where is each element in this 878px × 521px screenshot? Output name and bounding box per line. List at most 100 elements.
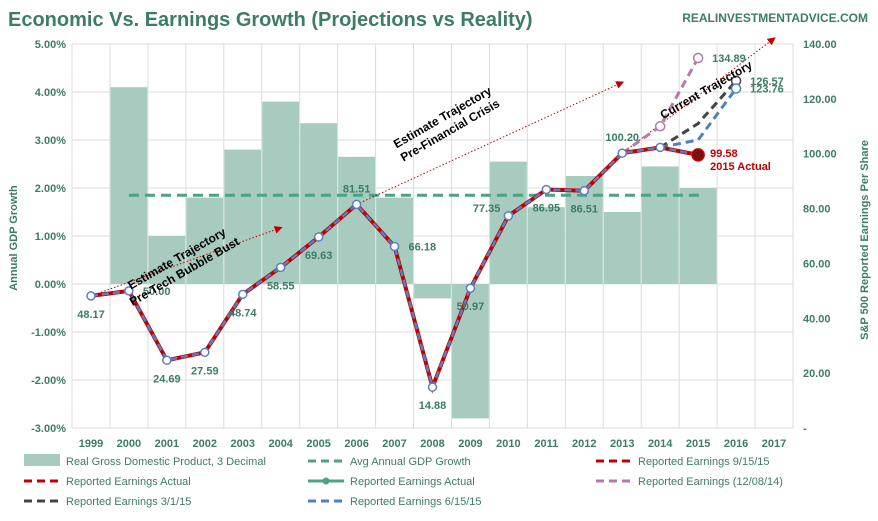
x-tick-label: 2011 [534, 438, 558, 450]
y-right-tick-label: 80.00 [803, 204, 831, 216]
gdp-bar [186, 197, 224, 284]
earnings-marker [541, 184, 552, 195]
y-left-tick-label: -1.00% [31, 327, 66, 339]
legend-label: Reported Earnings Actual [66, 476, 191, 488]
y-left-tick-label: -3.00% [31, 423, 66, 435]
y-left-tick-label: 5.00% [35, 39, 66, 51]
projection-marker [692, 52, 704, 64]
x-tick-label: 2012 [572, 438, 596, 450]
x-tick-label: 2007 [382, 438, 406, 450]
data-label: 86.51 [571, 204, 599, 216]
y-axis-right-label: S&P 500 Reported Earnings Per Share [859, 140, 871, 340]
y-left-tick-label: 4.00% [35, 87, 66, 99]
x-tick-label: 1999 [79, 438, 103, 450]
earnings-marker [389, 241, 400, 252]
data-label: 50.00 [143, 286, 171, 298]
earnings-marker [275, 262, 286, 273]
data-label: 126.57 [750, 76, 784, 88]
y-left-tick-label: 1.00% [35, 231, 66, 243]
legend-label: Real Gross Domestic Product, 3 Decimal [66, 456, 266, 468]
legend-swatch-dot [322, 477, 330, 485]
data-label: 50.97 [457, 301, 485, 313]
y-right-tick-label: 40.00 [803, 313, 831, 325]
data-label: 14.88 [419, 400, 447, 412]
gdp-bar [262, 101, 300, 284]
earnings-marker [503, 211, 514, 221]
x-tick-label: 2009 [458, 438, 482, 450]
legend-label: Reported Earnings Actual [350, 476, 475, 488]
x-tick-label: 2004 [268, 438, 293, 450]
data-label: 24.69 [153, 373, 181, 385]
gdp-bar [679, 188, 717, 284]
x-tick-label: 2010 [496, 438, 520, 450]
data-label: 134.89 [712, 53, 746, 65]
actual-2015-label: 2015 Actual [710, 161, 771, 173]
projection-line [659, 79, 738, 149]
x-tick-label: 2006 [344, 438, 368, 450]
x-tick-label: 2005 [306, 438, 330, 450]
data-label: 86.95 [533, 203, 561, 215]
earnings-marker [617, 148, 627, 158]
legend-label: Avg Annual GDP Growth [350, 456, 471, 468]
projection-marker [730, 83, 742, 94]
data-label: 123.76 [750, 84, 784, 96]
y-right-tick-label: 60.00 [803, 258, 831, 270]
projection-line [659, 87, 738, 149]
x-tick-label: 2017 [762, 438, 786, 450]
x-tick-label: 2013 [610, 438, 634, 450]
x-tick-label: 2014 [648, 438, 673, 450]
gdp-bar [603, 212, 641, 284]
trajectory-crisis-annotation: Estimate TrajectoryPre-Financial Crisis [390, 83, 502, 164]
y-right-tick-label: - [803, 423, 807, 435]
source-label: REALINVESTMENTADVICE.COM [682, 11, 868, 25]
data-label: 48.74 [229, 307, 257, 319]
earnings-actual-line-blue [90, 146, 699, 392]
projection-marker [654, 121, 666, 132]
data-label: 58.55 [267, 280, 295, 292]
data-label: 66.18 [409, 241, 437, 253]
gdp-bar [489, 161, 527, 284]
data-label: 69.63 [305, 250, 333, 262]
x-tick-label: 2001 [155, 438, 179, 450]
earnings-marker [238, 289, 248, 300]
legend-label: Reported Earnings (12/08/14) [638, 476, 783, 488]
data-label: 77.35 [473, 203, 501, 215]
y-right-tick-label: 100.00 [803, 149, 837, 161]
gdp-bar [148, 236, 186, 284]
y-right-tick-label: 20.00 [803, 368, 831, 380]
y-right-tick-label: 120.00 [803, 94, 837, 106]
gdp-bar [452, 284, 489, 419]
legend-label: Reported Earnings 9/15/15 [638, 456, 769, 468]
earnings-marker [351, 199, 362, 210]
y-left-tick-label: -2.00% [31, 375, 66, 387]
x-tick-label: 2008 [420, 438, 444, 450]
chart-title: Economic Vs. Earnings Growth (Projection… [8, 9, 533, 31]
x-tick-label: 2015 [686, 438, 710, 450]
legend-label: Reported Earnings 3/1/15 [66, 496, 191, 508]
x-tick-label: 2016 [724, 438, 748, 450]
legend-label: Reported Earnings 6/15/15 [350, 496, 481, 508]
gdp-bar [641, 166, 679, 284]
y-left-tick-label: 3.00% [35, 135, 66, 147]
earnings-marker [86, 291, 96, 301]
actual-2015-value: 99.58 [710, 148, 738, 160]
earnings-marker [427, 382, 438, 392]
earnings-marker [124, 286, 134, 296]
earnings-marker [655, 142, 665, 153]
earnings-marker [579, 185, 590, 196]
gdp-bar [110, 87, 148, 284]
earnings-marker [313, 232, 324, 242]
earnings-marker [162, 355, 172, 366]
data-label: 27.59 [191, 365, 219, 377]
x-tick-label: 2003 [231, 438, 255, 450]
legend-swatch-bar [24, 454, 60, 466]
data-label: 48.17 [77, 309, 105, 321]
gdp-bar [414, 284, 451, 299]
gdp-bar [527, 207, 565, 284]
y-left-tick-label: 2.00% [35, 183, 66, 195]
x-tick-label: 2002 [193, 438, 217, 450]
y-right-tick-label: 140.00 [803, 39, 837, 51]
earnings-marker [465, 283, 476, 293]
